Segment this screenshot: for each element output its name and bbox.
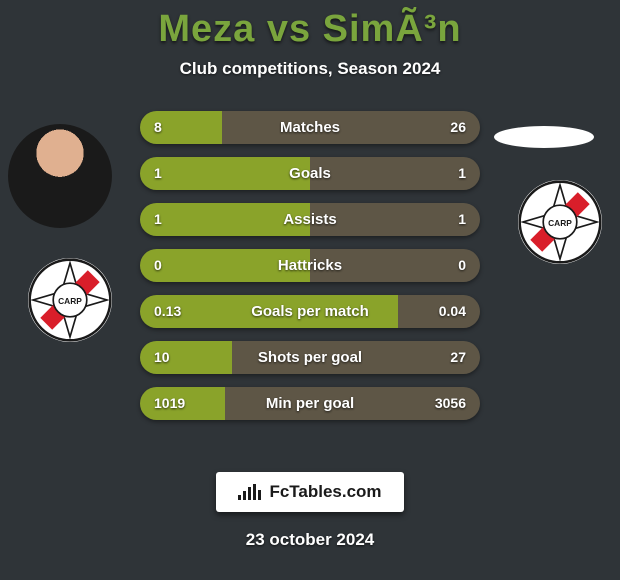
fctables-label: FcTables.com: [269, 482, 381, 502]
stat-label: Hattricks: [140, 249, 480, 282]
stat-value-right: 0.04: [439, 295, 466, 328]
stat-label: Assists: [140, 203, 480, 236]
stat-row: 10 Shots per goal 27: [140, 341, 480, 374]
stat-label: Shots per goal: [140, 341, 480, 374]
player-right-avatar: [494, 126, 594, 148]
stat-value-right: 27: [450, 341, 466, 374]
stat-row: 1 Goals 1: [140, 157, 480, 190]
stat-row: 1 Assists 1: [140, 203, 480, 236]
stat-value-right: 0: [458, 249, 466, 282]
footer-date: 23 october 2024: [0, 530, 620, 550]
stat-row: 8 Matches 26: [140, 111, 480, 144]
page-title: Meza vs SimÃ³n: [0, 8, 620, 51]
stat-row: 0.13 Goals per match 0.04: [140, 295, 480, 328]
subtitle: Club competitions, Season 2024: [0, 59, 620, 79]
stat-row: 1019 Min per goal 3056: [140, 387, 480, 420]
stat-label: Matches: [140, 111, 480, 144]
player-left-crest: CARP: [28, 258, 112, 342]
stat-rows: 8 Matches 26 1 Goals 1 1 Assists 1 0 Hat…: [140, 111, 480, 420]
stat-value-right: 1: [458, 203, 466, 236]
player-left-avatar: [8, 124, 112, 228]
fctables-link[interactable]: FcTables.com: [216, 472, 403, 512]
bar-chart-icon: [238, 484, 261, 500]
stat-label: Goals per match: [140, 295, 480, 328]
stat-label: Min per goal: [140, 387, 480, 420]
stat-value-right: 26: [450, 111, 466, 144]
comparison-card: Meza vs SimÃ³n Club competitions, Season…: [0, 0, 620, 580]
stat-value-right: 1: [458, 157, 466, 190]
stat-row: 0 Hattricks 0: [140, 249, 480, 282]
svg-text:CARP: CARP: [548, 218, 572, 228]
svg-text:CARP: CARP: [58, 296, 82, 306]
footer: FcTables.com 23 october 2024: [0, 472, 620, 550]
river-plate-crest-icon: CARP: [518, 180, 602, 264]
river-plate-crest-icon: CARP: [28, 258, 112, 342]
stat-label: Goals: [140, 157, 480, 190]
stat-value-right: 3056: [435, 387, 466, 420]
player-right-crest: CARP: [518, 180, 602, 264]
